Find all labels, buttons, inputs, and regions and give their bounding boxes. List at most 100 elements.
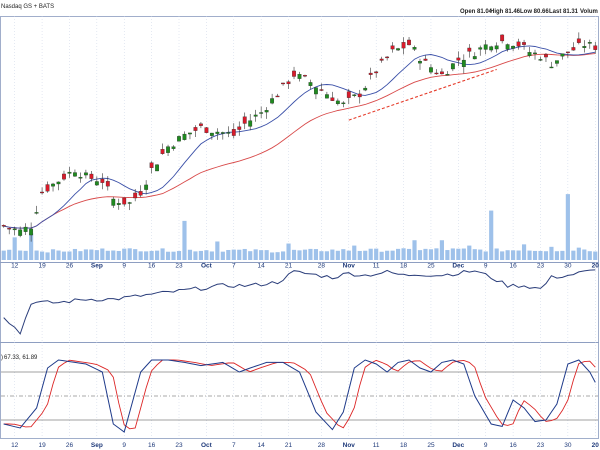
candle-body (429, 67, 433, 73)
volume-bar (149, 250, 154, 260)
volume-bar (237, 249, 242, 260)
x-tick-label: 9 (484, 442, 488, 449)
stoch-legend-prefix: ) (1, 355, 3, 361)
candle-body (324, 94, 329, 99)
candle-body (1, 225, 6, 227)
volume-bar (576, 247, 581, 260)
volume-bar (412, 240, 417, 260)
x-tick-label: 23 (537, 442, 545, 449)
candle-body (472, 56, 477, 60)
candle-body (78, 176, 83, 179)
candle-body (45, 184, 50, 192)
candle-body (18, 229, 23, 236)
x-tick-label: 12 (11, 442, 19, 449)
candle-body (149, 162, 154, 168)
volume-bar (155, 250, 160, 260)
x-tick-label: 16 (509, 442, 517, 449)
volume-bar (61, 251, 67, 260)
x-tick-label: 26 (66, 442, 74, 449)
volume-bar (89, 249, 94, 260)
volume-bar (34, 250, 39, 260)
x-tick-label: 23 (537, 263, 545, 270)
candle-body (456, 57, 461, 61)
volume-bar (368, 248, 373, 260)
volume-bar (50, 249, 56, 260)
candle-body (7, 228, 12, 230)
candle-body (363, 87, 368, 91)
x-tick-label: 30 (564, 263, 572, 270)
volume-bar (280, 251, 286, 260)
volume-bar (439, 240, 444, 260)
candle-body (264, 110, 269, 113)
candle-body (34, 212, 39, 214)
panel-frame (0, 16, 599, 263)
indicator-panel (3, 269, 596, 335)
volume-bar (45, 252, 50, 260)
candle-body (341, 102, 346, 105)
candle-body (138, 191, 143, 196)
volume-bar (511, 250, 516, 260)
volume-bar (78, 251, 83, 260)
x-tick-label: 19 (38, 263, 46, 270)
candle-body (242, 116, 247, 124)
panel-frame (0, 342, 599, 439)
panel-frame (0, 262, 599, 343)
candle-body (116, 203, 121, 205)
header-volume: Volum (580, 9, 598, 15)
candle-body (565, 51, 570, 54)
volume-bar (187, 249, 193, 260)
x-tick-label: 12 (11, 263, 19, 270)
candle-body (105, 181, 110, 187)
stoch-d-line (3, 359, 596, 430)
candle-body (275, 95, 280, 98)
x-tick-label: 9 (484, 263, 488, 270)
volume-bar (428, 249, 434, 260)
candle-body (560, 53, 565, 57)
candle-body (40, 191, 44, 194)
candle-body (576, 38, 581, 43)
candle-body (111, 198, 116, 206)
volume-bar (165, 251, 171, 260)
volume-bar (450, 248, 455, 260)
volume-bar (308, 248, 313, 260)
x-tick-label: Nov (343, 442, 356, 449)
volume-bar (209, 251, 214, 260)
volume-bar (543, 251, 549, 260)
header-bar (0, 0, 600, 16)
x-tick-label: Sep (91, 442, 103, 449)
x-tick-label: 28 (318, 442, 326, 449)
candle-body (445, 74, 450, 76)
volume-bar (538, 250, 543, 260)
candle-body (182, 133, 187, 140)
candle-body (199, 123, 203, 126)
volume-bar (582, 249, 587, 260)
candle-body (171, 146, 176, 149)
candle-body (281, 82, 285, 85)
x-tick-label: 20 (592, 263, 600, 270)
ma-long-line (3, 53, 596, 229)
candle-body (555, 60, 559, 64)
volume-bar (527, 250, 532, 260)
volume-bar (29, 233, 34, 260)
volume-bar (171, 251, 176, 260)
volume-bar (313, 249, 319, 260)
volume-bar (565, 194, 570, 260)
candle-body (160, 149, 165, 154)
candle-body (188, 132, 192, 135)
volume-bar (505, 250, 510, 260)
candle-body (215, 131, 220, 134)
volume-bar (587, 251, 592, 260)
volume-bar (423, 248, 428, 260)
volume-bar (335, 250, 340, 260)
candle-body (500, 34, 505, 42)
candle-body (489, 46, 494, 51)
candle-body (549, 66, 554, 69)
x-tick-label: 25 (427, 442, 435, 449)
x-tick-label: 21 (285, 442, 293, 449)
candle-body (478, 47, 483, 50)
volume-bar (593, 251, 598, 260)
volume-bar (286, 243, 291, 260)
volume-bar (105, 250, 110, 260)
candle-body (450, 63, 455, 70)
candle-body (440, 71, 444, 75)
